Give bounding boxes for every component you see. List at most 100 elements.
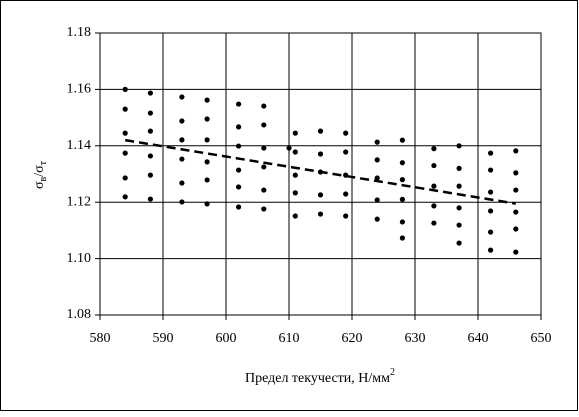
- point: [513, 249, 519, 255]
- point: [399, 219, 405, 225]
- point: [399, 177, 405, 183]
- point: [204, 116, 210, 122]
- point: [122, 150, 128, 156]
- point: [292, 213, 298, 219]
- point: [204, 159, 210, 165]
- point: [286, 145, 292, 151]
- point: [261, 187, 267, 193]
- y-tick-label: 1.14: [67, 138, 92, 153]
- point: [399, 137, 405, 143]
- y-axis-label-part: /σ: [32, 165, 47, 177]
- point: [261, 145, 267, 151]
- point: [236, 204, 242, 210]
- point: [292, 172, 298, 178]
- point: [431, 146, 437, 152]
- x-tick-label: 590: [153, 331, 174, 346]
- point: [204, 177, 210, 183]
- point: [317, 151, 324, 157]
- point: [147, 90, 153, 96]
- point: [236, 184, 242, 190]
- point: [488, 167, 494, 173]
- point: [431, 203, 437, 209]
- point: [513, 226, 519, 232]
- y-tick-label: 1.08: [67, 307, 92, 322]
- point: [179, 118, 185, 124]
- x-tick-label: 650: [531, 331, 552, 346]
- point: [179, 199, 185, 205]
- point: [431, 220, 437, 226]
- point: [179, 156, 185, 162]
- point: [122, 130, 128, 136]
- point: [179, 137, 185, 143]
- point: [456, 240, 462, 246]
- x-tick-label: 600: [216, 331, 237, 346]
- point: [343, 149, 349, 155]
- point: [488, 229, 494, 235]
- point: [292, 190, 298, 196]
- point: [292, 149, 298, 155]
- point: [343, 191, 349, 197]
- y-tick-label: 1.12: [67, 194, 92, 209]
- point: [374, 139, 380, 145]
- point: [204, 201, 210, 207]
- point: [488, 189, 494, 195]
- y-tick-label: 1.10: [67, 251, 92, 266]
- point: [374, 175, 380, 181]
- point: [179, 180, 185, 186]
- y-axis-label: σв/σт: [32, 160, 49, 189]
- x-axis-label-part: 2: [390, 367, 395, 378]
- x-tick-label: 620: [342, 331, 363, 346]
- x-axis-label-part: Предел текучести, Н/мм: [245, 371, 390, 386]
- point: [513, 209, 519, 215]
- point: [456, 183, 462, 189]
- point: [147, 110, 153, 116]
- point: [179, 94, 185, 100]
- point: [147, 128, 153, 134]
- point: [236, 101, 242, 107]
- y-axis-label-part: в: [38, 177, 49, 182]
- point: [261, 122, 267, 128]
- point: [456, 143, 462, 149]
- point: [399, 196, 405, 202]
- point: [147, 172, 153, 178]
- point: [488, 208, 494, 214]
- point: [431, 183, 437, 189]
- point: [317, 192, 324, 198]
- point: [261, 206, 267, 212]
- point: [122, 106, 128, 112]
- point: [261, 103, 267, 109]
- x-tick-label: 610: [279, 331, 300, 346]
- point: [204, 137, 210, 143]
- point: [488, 150, 494, 156]
- point: [513, 170, 519, 176]
- point: [431, 162, 437, 169]
- point: [374, 197, 380, 203]
- point: [374, 216, 380, 222]
- x-axis-label: Предел текучести, Н/мм2: [245, 367, 395, 386]
- point: [399, 160, 405, 166]
- point: [343, 130, 349, 136]
- point: [456, 222, 462, 228]
- point: [147, 153, 153, 159]
- point: [343, 213, 349, 219]
- y-tick-label: 1.16: [67, 82, 92, 97]
- point: [399, 235, 405, 241]
- point: [513, 148, 519, 154]
- x-tick-label: 580: [90, 331, 111, 346]
- x-tick-label: 640: [468, 331, 489, 346]
- point: [317, 211, 324, 217]
- point: [236, 167, 242, 173]
- point: [317, 128, 324, 134]
- point: [261, 164, 267, 170]
- point: [236, 124, 242, 130]
- y-tick-label: 1.18: [67, 25, 92, 40]
- y-axis-label-part: σ: [32, 181, 47, 189]
- point: [122, 194, 128, 200]
- point: [513, 187, 519, 193]
- point: [292, 130, 298, 136]
- point: [374, 157, 380, 163]
- y-axis-label-part: т: [38, 160, 49, 165]
- x-tick-label: 630: [405, 331, 426, 346]
- point: [456, 205, 462, 211]
